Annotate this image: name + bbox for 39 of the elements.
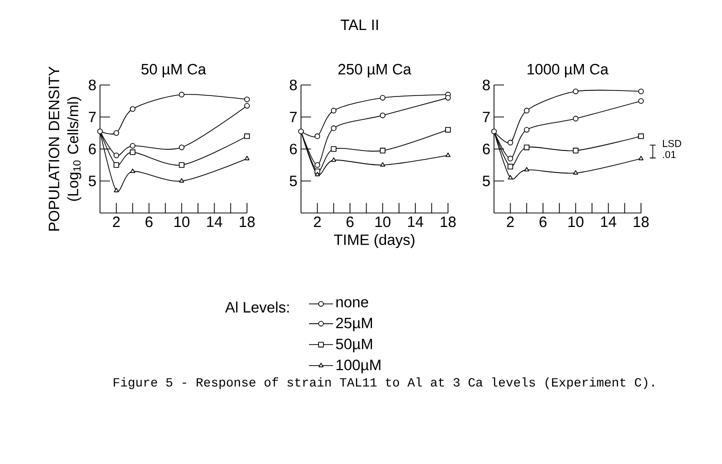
x-tick-label: 6 xyxy=(540,216,547,228)
y-tick-label: 8 xyxy=(290,80,297,90)
x-tick-label: 2 xyxy=(506,216,514,228)
y-tick-label: 7 xyxy=(290,112,297,122)
y-tick-label: 5 xyxy=(290,176,297,186)
legend-label: 50µM xyxy=(336,338,372,352)
y-tick-label: 8 xyxy=(482,80,490,90)
y-tick-label: 7 xyxy=(88,112,96,122)
x-tick-label: 10 xyxy=(375,216,390,228)
x-tick-label: 14 xyxy=(601,216,616,227)
x-axis-title: TIME (days) xyxy=(334,234,414,248)
y-tick-label: 6 xyxy=(482,144,490,154)
legend-label: none xyxy=(336,299,368,308)
y-tick-label: 6 xyxy=(88,144,96,154)
x-tick-label: 2 xyxy=(112,216,120,228)
legend-label: 25µM xyxy=(336,318,372,332)
chart-title: 1000 µM Ca xyxy=(528,64,608,78)
legend-label: 100µM xyxy=(336,360,380,374)
x-tick-label: 6 xyxy=(146,216,153,228)
y-tick-label: 5 xyxy=(482,176,490,186)
chart-title: 50 µM Ca xyxy=(141,64,206,78)
text: TAL II xyxy=(340,20,378,30)
x-tick-label: 14 xyxy=(207,216,222,227)
x-tick-label: 10 xyxy=(568,216,584,228)
text: LSD .01 xyxy=(662,140,682,158)
x-tick-label: 18 xyxy=(240,216,255,228)
x-tick-label: 10 xyxy=(174,216,190,228)
chart-title: 250 µM Ca xyxy=(338,64,412,78)
y-tick-label: 5 xyxy=(88,176,96,186)
x-tick-label: 14 xyxy=(408,216,424,227)
x-tick-label: 18 xyxy=(440,216,456,228)
y-tick-label: 6 xyxy=(290,144,297,154)
legend-title: Al Levels: xyxy=(225,302,289,313)
x-tick-label: 18 xyxy=(634,216,649,228)
x-tick-label: 2 xyxy=(314,216,321,228)
y-tick-label: 8 xyxy=(88,80,96,90)
y-tick-label: 7 xyxy=(482,112,490,122)
x-tick-label: 6 xyxy=(346,216,354,228)
caption: Figure 5 - Response of strain TAL11 to Al at 3 Ca levels (Experiment C). xyxy=(114,377,654,390)
